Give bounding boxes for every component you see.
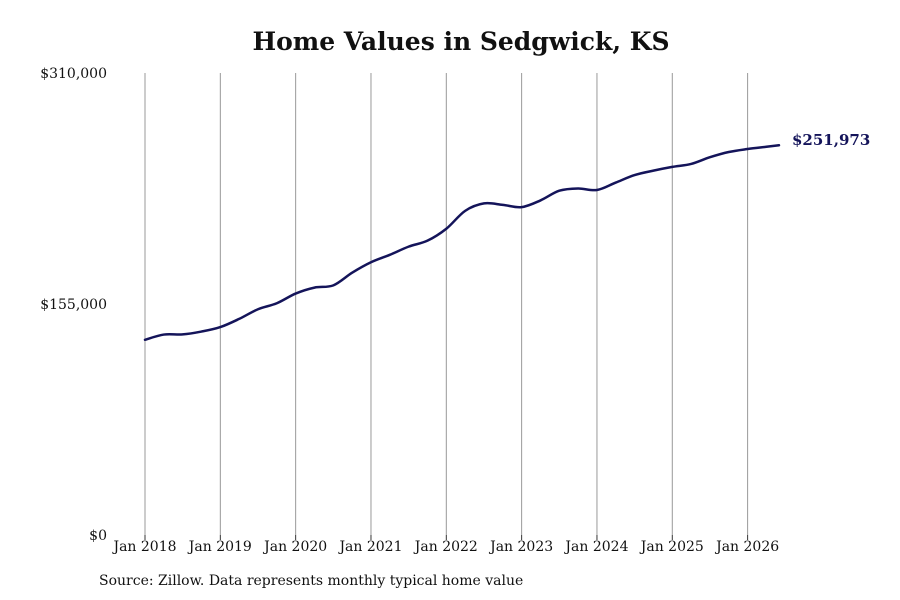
source-note: Source: Zillow. Data represents monthly … — [99, 573, 524, 589]
x-tick-label: Jan 2024 — [563, 539, 628, 555]
y-tick-label: $310,000 — [40, 66, 107, 82]
x-tick-label: Jan 2020 — [262, 539, 327, 555]
x-tick-label: Jan 2022 — [413, 539, 478, 555]
x-tick-label: Jan 2026 — [714, 539, 779, 555]
series-line — [143, 144, 781, 342]
y-tick-label: $155,000 — [40, 297, 107, 313]
y-tick-label: $0 — [89, 528, 107, 544]
end-value-label: $251,973 — [792, 131, 870, 149]
x-tick-label: Jan 2021 — [337, 539, 402, 555]
x-tick-label: Jan 2025 — [639, 539, 704, 555]
chart-title: Home Values in Sedgwick, KS — [252, 27, 670, 56]
x-tick-label: Jan 2023 — [488, 539, 553, 555]
x-tick-label: Jan 2018 — [111, 539, 176, 555]
x-tick-label: Jan 2019 — [187, 539, 252, 555]
